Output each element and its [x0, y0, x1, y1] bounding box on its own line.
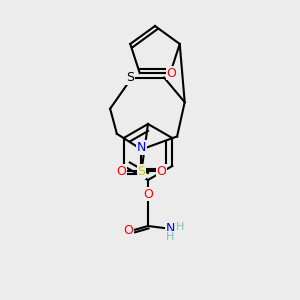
Text: H: H [166, 232, 174, 242]
Text: O: O [143, 188, 153, 200]
Text: H: H [176, 222, 184, 232]
Text: N: N [165, 221, 175, 235]
Text: O: O [116, 165, 126, 178]
Text: O: O [157, 165, 166, 178]
Text: S: S [126, 71, 134, 84]
Text: O: O [166, 67, 176, 80]
Text: S: S [137, 165, 146, 178]
Text: O: O [123, 224, 133, 236]
Text: N: N [137, 141, 146, 154]
